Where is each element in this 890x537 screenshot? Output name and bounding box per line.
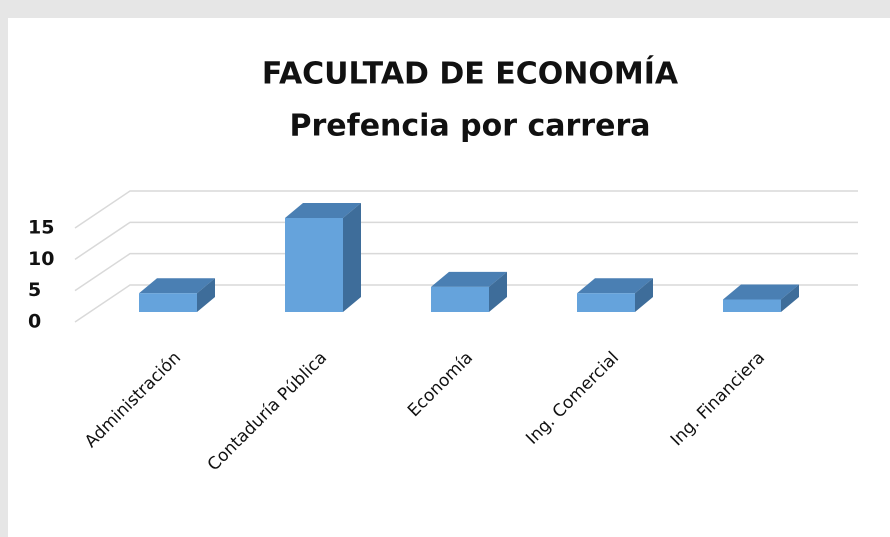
bar (723, 284, 799, 312)
chart-subtitle: Prefencia por carrera (290, 109, 651, 144)
bar-face (577, 293, 635, 312)
y-tick-label: 5 (28, 279, 41, 301)
bar-face (723, 299, 781, 312)
bar-face (197, 278, 215, 312)
bar-face (285, 218, 343, 312)
grid-line (74, 221, 858, 260)
bar-face (781, 284, 799, 312)
bar-face (635, 278, 653, 312)
bar-face (431, 271, 507, 287)
bar-face (139, 278, 215, 294)
bar-face (723, 284, 799, 300)
bar-face (489, 271, 507, 312)
bar-face (139, 293, 197, 312)
bar-face (285, 203, 361, 218)
grid-line (74, 252, 858, 292)
bar (431, 271, 507, 312)
bar (139, 278, 215, 312)
bar (577, 278, 653, 312)
y-tick-label: 15 (28, 217, 54, 239)
y-tick-label: 10 (28, 248, 54, 270)
bar-face (431, 286, 489, 312)
chart-title: FACULTAD DE ECONOMÍA (262, 56, 679, 92)
grid-line (74, 190, 858, 229)
bar-face (343, 203, 361, 312)
bar (285, 203, 361, 312)
y-tick-label: 0 (28, 311, 41, 333)
bar-face (577, 278, 653, 294)
